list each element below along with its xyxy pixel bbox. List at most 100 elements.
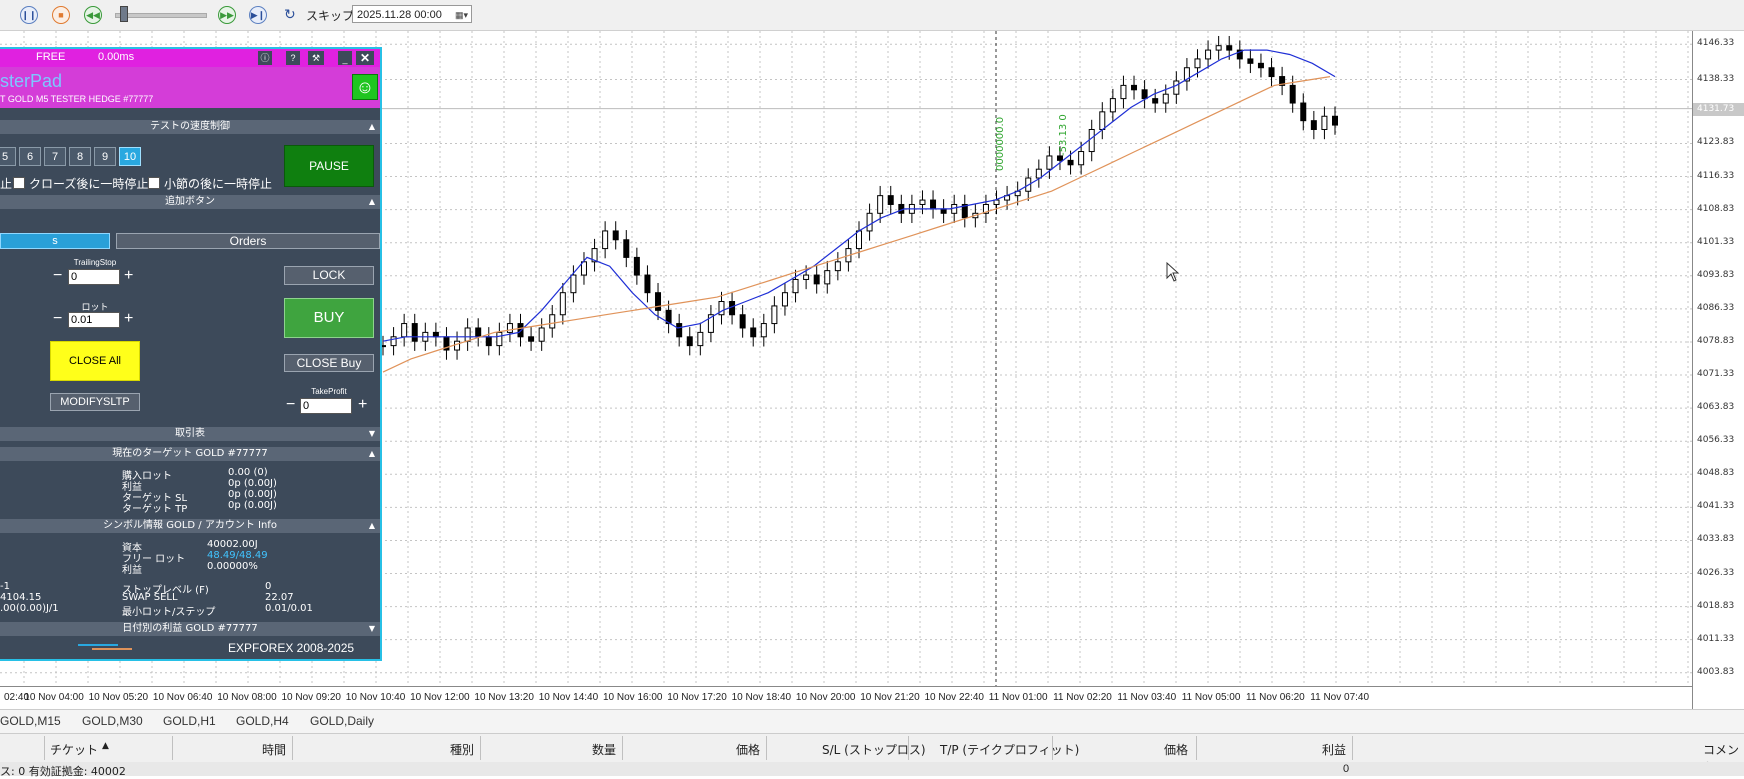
expand-arrow-icon[interactable]: ▼: [368, 429, 375, 438]
collapse-arrow-icon[interactable]: ▲: [368, 122, 375, 131]
candle-body: [887, 195, 894, 205]
close-icon[interactable]: ✕: [356, 51, 374, 65]
lock-button[interactable]: LOCK: [284, 266, 374, 285]
tools-icon[interactable]: ⚒: [308, 51, 324, 65]
time-tick-label: 11 Nov 01:00: [988, 692, 1048, 703]
candle-body: [1088, 128, 1095, 153]
expand-arrow-icon[interactable]: ▼: [368, 624, 375, 633]
rewind-icon[interactable]: ◀◀: [84, 6, 102, 24]
time-tick-label: 10 Nov 06:40: [152, 692, 213, 703]
tab-gold-m15[interactable]: GOLD,M15: [0, 714, 61, 728]
price-axis: 4146.33 4138.33 4123.83 4116.33 4108.83 4101.…: [1692, 31, 1744, 709]
candle-body: [919, 199, 926, 205]
panel-title: sterPad: [0, 71, 63, 91]
skip-button[interactable]: スキップ: [306, 9, 355, 23]
step-forward-icon[interactable]: ▶❙: [249, 6, 267, 24]
tab-gold-h4[interactable]: GOLD,H4: [236, 714, 289, 728]
section-add-buttons-header[interactable]: 追加ボタン ▲: [0, 195, 380, 209]
modify-sltp-button[interactable]: MODIFYSLTP: [50, 393, 140, 411]
candle-body: [676, 323, 683, 338]
stop-key-minlot: 最小ロット/ステップ: [122, 607, 216, 618]
section-symbol-header[interactable]: シンボル情報 GOLD / アカウント Info ▲: [0, 519, 380, 533]
pause-after-close-checkbox[interactable]: [13, 177, 25, 189]
close-buy-button[interactable]: CLOSE Buy: [284, 354, 374, 372]
col-price[interactable]: 価格: [736, 743, 761, 757]
section-trade-table-header[interactable]: 取引表 ▼: [0, 427, 380, 441]
speed-button-7[interactable]: 7: [44, 147, 66, 166]
candle-body: [1173, 80, 1180, 95]
close-all-button[interactable]: CLOSE All: [50, 341, 140, 381]
time-tick-label: 10 Nov 05:20: [88, 692, 149, 703]
skip-date-value: 2025.11.28 00:00: [357, 9, 442, 21]
tab-gold-h1[interactable]: GOLD,H1: [163, 714, 216, 728]
tab-orders[interactable]: Orders: [116, 233, 380, 249]
sym-value-profit: 0.00000%: [207, 561, 258, 572]
speed-slider[interactable]: [115, 13, 207, 18]
candle-body: [1067, 159, 1074, 166]
sym-key-equity: 資本: [122, 543, 142, 554]
tp-minus-button[interactable]: −: [286, 396, 296, 413]
lot-plus-button[interactable]: +: [124, 310, 134, 327]
skip-icon[interactable]: ↻: [284, 6, 296, 22]
target-value-tp: 0p (0.00J): [228, 500, 277, 511]
time-tick-label: 10 Nov 18:40: [731, 692, 792, 703]
calendar-dropdown-icon[interactable]: ▦▾: [454, 10, 468, 20]
trailing-stop-input[interactable]: 0: [68, 269, 120, 285]
lot-minus-button[interactable]: −: [53, 310, 63, 327]
tab-gold-daily[interactable]: GOLD,Daily: [310, 714, 375, 728]
panel-title-bar: sterPad T GOLD M5 TESTER HEDGE #77777 ☺: [0, 67, 380, 108]
pause-button[interactable]: PAUSE: [284, 145, 374, 187]
fast-forward-icon[interactable]: ▶▶: [218, 6, 236, 24]
section-daily-profit-header[interactable]: 日付別の利益 GOLD #77777 ▼: [0, 622, 380, 636]
price-tick-label: 4018.83: [1697, 600, 1735, 611]
minimize-icon[interactable]: _: [338, 51, 352, 65]
collapse-arrow-icon[interactable]: ▲: [368, 521, 375, 530]
price-tick-label: 4048.83: [1697, 468, 1735, 479]
pause-after-bar-checkbox[interactable]: [148, 177, 160, 189]
col-sl[interactable]: S/L (ストップロス): [822, 743, 926, 757]
tab-gold-m30[interactable]: GOLD,M30: [82, 714, 143, 728]
speed-button-6[interactable]: 6: [19, 147, 41, 166]
price-tick-label: 4011.33: [1697, 633, 1735, 644]
candle-body: [1056, 155, 1063, 161]
collapse-arrow-icon[interactable]: ▲: [368, 449, 375, 458]
col-type[interactable]: 種別: [450, 743, 475, 757]
collapse-arrow-icon[interactable]: ▲: [368, 197, 375, 206]
speed-button-5[interactable]: 5: [0, 147, 16, 166]
col-profit[interactable]: 利益: [1322, 743, 1347, 757]
col-volume[interactable]: 数量: [592, 743, 617, 757]
speed-button-8[interactable]: 8: [69, 147, 91, 166]
col-ticket[interactable]: チケット: [50, 743, 99, 757]
price-tick-label: 4116.33: [1697, 170, 1735, 181]
section-target-header[interactable]: 現在のターゲット GOLD #77777 ▲: [0, 447, 380, 461]
section-speed-header[interactable]: テストの速度制御 ▲: [0, 120, 380, 134]
left-value-3: .00(0.00)J/1: [0, 603, 59, 614]
help-icon[interactable]: ?: [286, 51, 300, 65]
speed-button-10[interactable]: 10: [119, 147, 141, 166]
info-icon[interactable]: ⓘ: [258, 51, 272, 65]
smiley-icon: ☺: [352, 74, 378, 100]
candle-body: [1141, 89, 1148, 100]
skip-date-input[interactable]: 2025.11.28 00:00 ▦▾: [352, 5, 472, 23]
candle-body: [528, 336, 535, 342]
candle-body: [1332, 115, 1338, 126]
time-tick-label: 10 Nov 04:00: [24, 692, 84, 703]
col-tp[interactable]: T/P (テイクプロフィット): [940, 743, 1080, 757]
section-speed-title: テストの速度制御: [150, 121, 230, 132]
status-row: ス: 0 有効証拠金: 40002 0: [0, 762, 1744, 778]
trailing-minus-button[interactable]: −: [53, 267, 63, 284]
col-time[interactable]: 時間: [262, 743, 287, 757]
speed-slider-thumb[interactable]: [120, 6, 128, 22]
lot-input[interactable]: 0.01: [68, 312, 120, 328]
buy-button[interactable]: BUY: [284, 298, 374, 338]
col-price-current[interactable]: 価格: [1164, 743, 1189, 757]
candle-body: [781, 292, 788, 307]
speed-button-9[interactable]: 9: [94, 147, 116, 166]
tab-positions[interactable]: s: [0, 233, 110, 249]
take-profit-input[interactable]: 0: [300, 398, 352, 414]
pause-icon[interactable]: ❙❙: [20, 6, 38, 24]
trailing-plus-button[interactable]: +: [124, 267, 134, 284]
sort-arrow-icon[interactable]: ▲: [102, 741, 109, 751]
stop-icon[interactable]: ■: [52, 6, 70, 24]
tp-plus-button[interactable]: +: [358, 396, 368, 413]
